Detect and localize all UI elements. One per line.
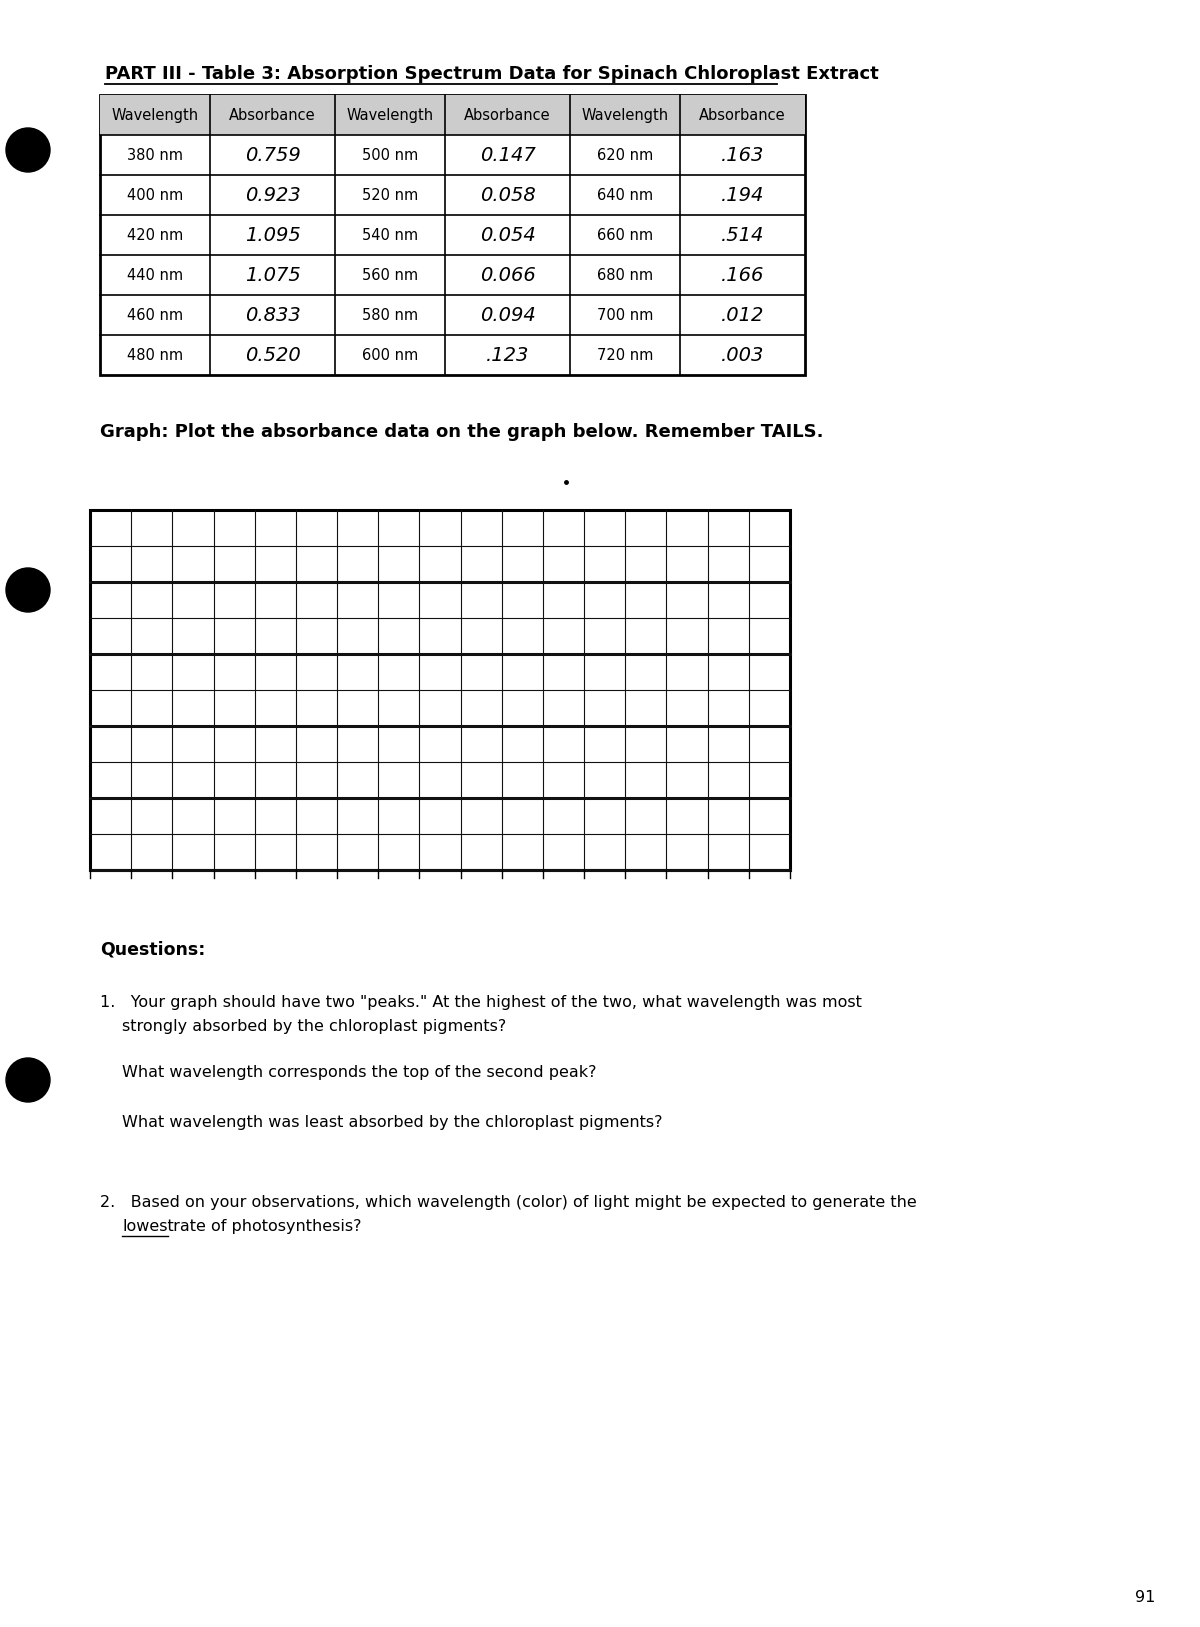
Text: Absorbance: Absorbance bbox=[229, 107, 316, 122]
Text: 500 nm: 500 nm bbox=[362, 148, 418, 163]
Text: 660 nm: 660 nm bbox=[596, 228, 653, 242]
Text: strongly absorbed by the chloroplast pigments?: strongly absorbed by the chloroplast pig… bbox=[122, 1019, 506, 1035]
Text: 0.058: 0.058 bbox=[480, 185, 535, 205]
Circle shape bbox=[6, 1058, 50, 1101]
Text: 520 nm: 520 nm bbox=[362, 187, 418, 202]
Circle shape bbox=[6, 568, 50, 612]
Bar bbox=[100, 94, 805, 135]
Text: Questions:: Questions: bbox=[100, 940, 205, 958]
Text: Wavelength: Wavelength bbox=[582, 107, 668, 122]
Text: 0.054: 0.054 bbox=[480, 226, 535, 244]
Text: 580 nm: 580 nm bbox=[362, 308, 418, 322]
Text: .163: .163 bbox=[721, 145, 764, 164]
Text: Absorbance: Absorbance bbox=[700, 107, 786, 122]
Bar bbox=[100, 94, 805, 374]
Text: 680 nm: 680 nm bbox=[596, 267, 653, 283]
Text: 0.833: 0.833 bbox=[245, 306, 300, 324]
Text: 600 nm: 600 nm bbox=[362, 348, 418, 363]
Text: 560 nm: 560 nm bbox=[362, 267, 418, 283]
Text: What wavelength was least absorbed by the chloroplast pigments?: What wavelength was least absorbed by th… bbox=[122, 1114, 662, 1131]
Text: 420 nm: 420 nm bbox=[127, 228, 184, 242]
Text: 91: 91 bbox=[1135, 1590, 1154, 1604]
Text: 720 nm: 720 nm bbox=[596, 348, 653, 363]
Text: 1.095: 1.095 bbox=[245, 226, 300, 244]
Text: Absorbance: Absorbance bbox=[464, 107, 551, 122]
Text: 0.147: 0.147 bbox=[480, 145, 535, 164]
Text: .166: .166 bbox=[721, 265, 764, 285]
Text: PART III - Table 3: Absorption Spectrum Data for Spinach Chloroplast Extract: PART III - Table 3: Absorption Spectrum … bbox=[106, 65, 878, 83]
Text: 1.   Your graph should have two "peaks." At the highest of the two, what wavelen: 1. Your graph should have two "peaks." A… bbox=[100, 996, 862, 1010]
Text: 0.520: 0.520 bbox=[245, 345, 300, 364]
Text: 1.075: 1.075 bbox=[245, 265, 300, 285]
Text: 0.094: 0.094 bbox=[480, 306, 535, 324]
Text: 400 nm: 400 nm bbox=[127, 187, 184, 202]
Text: .514: .514 bbox=[721, 226, 764, 244]
Text: Wavelength: Wavelength bbox=[347, 107, 433, 122]
Text: 640 nm: 640 nm bbox=[596, 187, 653, 202]
Text: 480 nm: 480 nm bbox=[127, 348, 184, 363]
Text: .012: .012 bbox=[721, 306, 764, 324]
Text: 0.066: 0.066 bbox=[480, 265, 535, 285]
Text: 440 nm: 440 nm bbox=[127, 267, 184, 283]
Text: .123: .123 bbox=[486, 345, 529, 364]
Text: Wavelength: Wavelength bbox=[112, 107, 198, 122]
Text: 620 nm: 620 nm bbox=[596, 148, 653, 163]
Text: .194: .194 bbox=[721, 185, 764, 205]
Text: 0.923: 0.923 bbox=[245, 185, 300, 205]
Text: lowest: lowest bbox=[122, 1219, 174, 1233]
Text: 540 nm: 540 nm bbox=[362, 228, 418, 242]
Text: 700 nm: 700 nm bbox=[596, 308, 653, 322]
Text: rate of photosynthesis?: rate of photosynthesis? bbox=[168, 1219, 361, 1233]
Text: 2.   Based on your observations, which wavelength (color) of light might be expe: 2. Based on your observations, which wav… bbox=[100, 1194, 917, 1210]
Text: Graph: Plot the absorbance data on the graph below. Remember TAILS.: Graph: Plot the absorbance data on the g… bbox=[100, 423, 823, 441]
Text: What wavelength corresponds the top of the second peak?: What wavelength corresponds the top of t… bbox=[122, 1066, 596, 1080]
Text: .003: .003 bbox=[721, 345, 764, 364]
Circle shape bbox=[6, 129, 50, 172]
Text: 380 nm: 380 nm bbox=[127, 148, 182, 163]
Text: 0.759: 0.759 bbox=[245, 145, 300, 164]
Text: 460 nm: 460 nm bbox=[127, 308, 184, 322]
Bar bbox=[90, 509, 790, 870]
